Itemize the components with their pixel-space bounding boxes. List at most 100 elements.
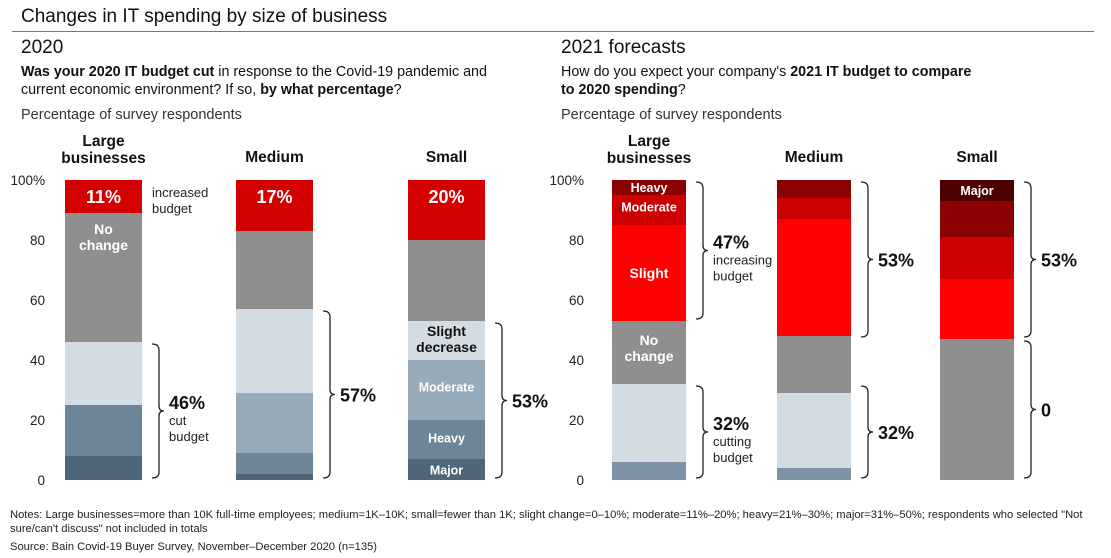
segment-label: 20% [428, 187, 464, 207]
y-tick-label: 0 [576, 473, 584, 488]
y-tick-label: 20 [569, 413, 584, 428]
y-tick-label: 40 [30, 353, 45, 368]
question-part: by what percentage [260, 82, 394, 98]
panel-title-2021: 2021 forecasts [561, 37, 686, 58]
annotation-value: 47% [713, 233, 749, 253]
segment-label: Major [430, 463, 463, 477]
category-label: Small [426, 149, 467, 166]
source: Source: Bain Covid-19 Buyer Survey, Nove… [10, 541, 377, 553]
category-label: Medium [785, 149, 844, 166]
y-tick-label: 60 [30, 293, 45, 308]
bar-segment [612, 225, 686, 321]
segment-label: Moderate [419, 380, 475, 394]
segment-label: 11% [86, 187, 121, 207]
title-divider [12, 31, 1094, 32]
question-part: Was your 2020 IT budget cut [21, 64, 215, 80]
segment-label: No change [624, 332, 673, 364]
bar-segment [408, 420, 485, 459]
bar-segment [65, 213, 142, 342]
bar-segment [777, 219, 851, 336]
bar-segment [777, 198, 851, 219]
bar-segment [408, 321, 485, 360]
category-label: Large businesses [61, 133, 145, 167]
y-tick-label: 0 [37, 473, 45, 488]
bar-segment [65, 342, 142, 405]
panel-title-2020: 2020 [21, 37, 64, 58]
bar-segment [612, 180, 686, 195]
subtitle-2021: Percentage of survey respondents [561, 107, 782, 123]
annotation-bracket [695, 385, 709, 479]
bar-segment [612, 384, 686, 462]
segment-label: Slight decrease [416, 323, 477, 355]
segment-label: Moderate [621, 200, 677, 214]
y-tick-label: 40 [569, 353, 584, 368]
question-part: How do you expect your company's [561, 64, 791, 80]
annotation-bracket [494, 322, 508, 479]
bar-segment [408, 240, 485, 321]
segment-label: Heavy [428, 431, 465, 445]
annotation-bracket [322, 310, 336, 479]
annotation-label: increased budget [152, 185, 208, 216]
bar-segment [940, 201, 1014, 237]
bar-segment [408, 459, 485, 480]
notes: Notes: Large businesses=more than 10K fu… [10, 509, 1083, 535]
annotation-bracket [860, 385, 874, 479]
bar-segment [65, 405, 142, 456]
bar-segment [408, 180, 485, 240]
annotation-bracket [151, 343, 165, 479]
bar-segment [612, 195, 686, 225]
bar-segment [612, 321, 686, 384]
bar-segment [236, 474, 313, 480]
bar-segment [940, 279, 1014, 339]
question-2020: Was your 2020 IT budget cut in response … [21, 63, 521, 99]
annotation-label: increasing budget [713, 253, 772, 284]
annotation-value: 57% [340, 386, 376, 406]
annotation-value: 32% [878, 423, 914, 443]
segment-label: No change [79, 221, 128, 253]
annotation-label: cutting budget [713, 434, 753, 465]
bar-segment [777, 468, 851, 480]
bar-segment [236, 309, 313, 393]
question-2021: How do you expect your company's 2021 IT… [561, 63, 981, 99]
bar-segment [940, 180, 1014, 201]
y-tick-label: 60 [569, 293, 584, 308]
segment-label: Heavy [631, 181, 668, 195]
page-title: Changes in IT spending by size of busine… [21, 6, 388, 27]
annotation-value: 46% [169, 393, 205, 413]
category-label: Small [956, 149, 997, 166]
bar-segment [777, 393, 851, 468]
segment-label: Major [960, 184, 993, 198]
annotation-value: 53% [1041, 251, 1077, 271]
annotation-value: 32% [713, 414, 749, 434]
annotation-bracket [1023, 340, 1037, 479]
annotation-value: 53% [878, 251, 914, 271]
y-tick-label: 100% [10, 173, 45, 188]
bar-segment [777, 180, 851, 198]
category-label: Large businesses [607, 133, 691, 167]
question-part: 2021 IT budget to compare to 2020 spendi… [561, 64, 972, 98]
segment-label: 17% [256, 187, 292, 207]
bar-segment [236, 453, 313, 474]
y-tick-label: 80 [569, 233, 584, 248]
question-part: in response to the Covid-19 pandemic and… [21, 64, 487, 98]
annotation-bracket [695, 181, 709, 320]
subtitle-2020: Percentage of survey respondents [21, 107, 242, 123]
annotation-bracket [860, 181, 874, 338]
bar-segment [612, 462, 686, 480]
bar-segment [236, 231, 313, 309]
annotation-value: 0 [1041, 401, 1051, 421]
y-tick-label: 100% [549, 173, 584, 188]
bar-segment [940, 339, 1014, 480]
annotation-bracket [1023, 181, 1037, 338]
bar-segment [408, 360, 485, 420]
question-part: ? [393, 82, 402, 98]
bar-segment [65, 180, 142, 213]
segment-label: Slight [630, 265, 669, 281]
bar-segment [940, 237, 1014, 279]
annotation-label: cut budget [169, 413, 209, 444]
bar-segment [236, 393, 313, 453]
bar-segment [777, 336, 851, 393]
bar-segment [65, 456, 142, 480]
y-tick-label: 20 [30, 413, 45, 428]
